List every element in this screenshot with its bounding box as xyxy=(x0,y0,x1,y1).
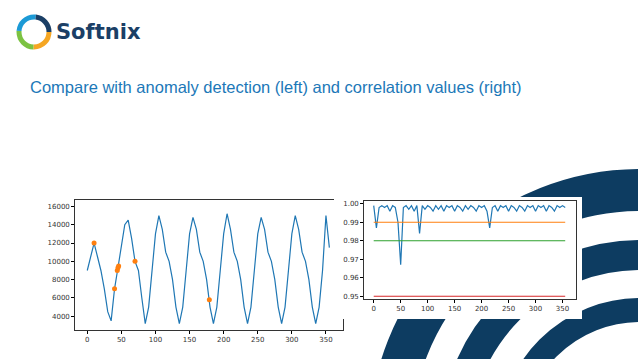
svg-text:150: 150 xyxy=(183,336,196,344)
svg-text:150: 150 xyxy=(448,305,461,313)
svg-text:6000: 6000 xyxy=(52,294,70,302)
svg-text:0.99: 0.99 xyxy=(343,219,359,227)
svg-text:0.96: 0.96 xyxy=(343,274,359,282)
svg-text:0.97: 0.97 xyxy=(343,256,359,264)
html-text:Compare with anomaly detection: Compare with anomaly detection (left) an… xyxy=(30,78,522,96)
svg-text:14000: 14000 xyxy=(48,221,70,229)
svg-text:50: 50 xyxy=(117,336,126,344)
svg-text:10000: 10000 xyxy=(48,258,70,266)
svg-text:0: 0 xyxy=(371,305,375,313)
svg-text:350: 350 xyxy=(556,305,569,313)
svg-text:300: 300 xyxy=(529,305,542,313)
svg-text:0.95: 0.95 xyxy=(343,293,359,301)
svg-text:200: 200 xyxy=(217,336,230,344)
svg-text:350: 350 xyxy=(319,336,332,344)
svg-text:200: 200 xyxy=(475,305,488,313)
svg-text:16000: 16000 xyxy=(48,203,70,211)
svg-text:1.00: 1.00 xyxy=(343,200,359,208)
svg-text:100: 100 xyxy=(149,336,162,344)
svg-text:250: 250 xyxy=(502,305,515,313)
svg-text:50: 50 xyxy=(396,305,405,313)
svg-text:4000: 4000 xyxy=(52,313,70,321)
svg-text:0: 0 xyxy=(85,336,89,344)
html-text:Softnix: Softnix xyxy=(56,20,141,44)
svg-text:300: 300 xyxy=(285,336,298,344)
svg-text:100: 100 xyxy=(421,305,434,313)
svg-text:12000: 12000 xyxy=(48,239,70,247)
svg-text:250: 250 xyxy=(251,336,264,344)
svg-text:0.98: 0.98 xyxy=(343,237,359,245)
svg-text:8000: 8000 xyxy=(52,276,70,284)
